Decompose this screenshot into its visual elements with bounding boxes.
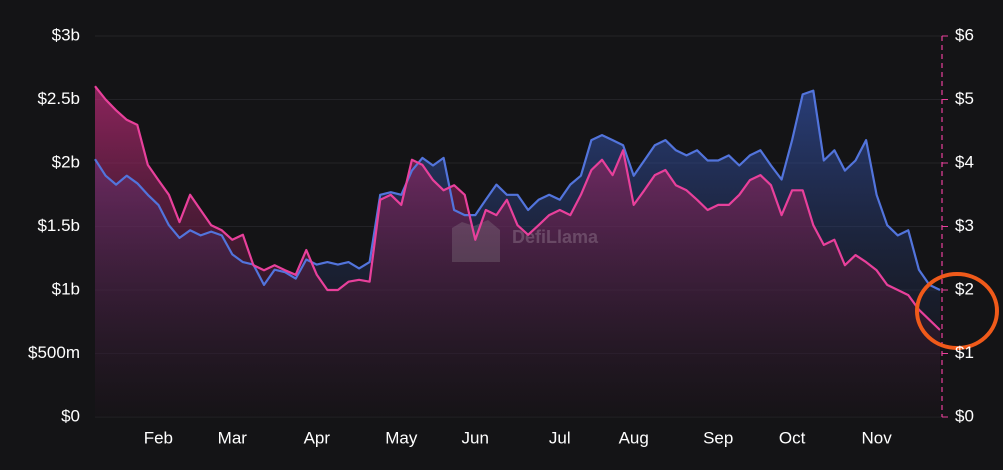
series-line <box>94 89 941 291</box>
y2-tick-label: $2 <box>955 279 974 298</box>
watermark: DefiLlama <box>512 227 599 247</box>
x-tick-label: Nov <box>862 428 893 447</box>
x-tick-label: Aug <box>619 428 649 447</box>
y-tick-label: $1b <box>52 279 80 298</box>
areas <box>95 86 940 417</box>
y2-tick-label: $3 <box>955 216 974 235</box>
y-tick-label: $0 <box>61 406 80 425</box>
y-tick-label: $2b <box>52 152 80 171</box>
x-tick-label: Oct <box>779 428 806 447</box>
x-tick-label: Jul <box>549 428 571 447</box>
y2-tick-label: $6 <box>955 25 974 44</box>
y-tick-label: $1.5b <box>37 216 80 235</box>
x-tick-label: Mar <box>218 428 248 447</box>
x-tick-label: Feb <box>144 428 173 447</box>
y2-tick-label: $0 <box>955 406 974 425</box>
y-tick-label: $500m <box>28 343 80 362</box>
watermark-logo <box>452 220 500 262</box>
lines <box>94 85 941 331</box>
y2-tick-label: $1 <box>955 343 974 362</box>
y-tick-label: $3b <box>52 25 80 44</box>
area-fill <box>95 86 940 417</box>
highlight-circle <box>915 272 999 350</box>
y-tick-label: $2.5b <box>37 89 80 108</box>
series-line <box>94 85 941 331</box>
y2-tick-label: $5 <box>955 89 974 108</box>
y2-tick-label: $4 <box>955 152 974 171</box>
x-tick-label: Jun <box>462 428 489 447</box>
x-tick-label: Apr <box>304 428 331 447</box>
x-tick-label: Sep <box>703 428 733 447</box>
x-tick-label: May <box>385 428 418 447</box>
